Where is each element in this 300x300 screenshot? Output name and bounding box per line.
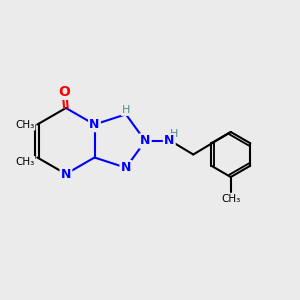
Text: O: O xyxy=(58,85,70,99)
Text: N: N xyxy=(89,118,100,131)
Text: CH₃: CH₃ xyxy=(15,157,34,167)
Text: N: N xyxy=(140,134,151,148)
Text: CH₃: CH₃ xyxy=(15,119,34,130)
Text: N: N xyxy=(61,167,71,181)
Text: N: N xyxy=(121,161,131,174)
Text: CH₃: CH₃ xyxy=(221,194,240,205)
Text: H: H xyxy=(169,129,178,140)
Text: H: H xyxy=(122,105,130,115)
Text: N: N xyxy=(164,134,175,148)
